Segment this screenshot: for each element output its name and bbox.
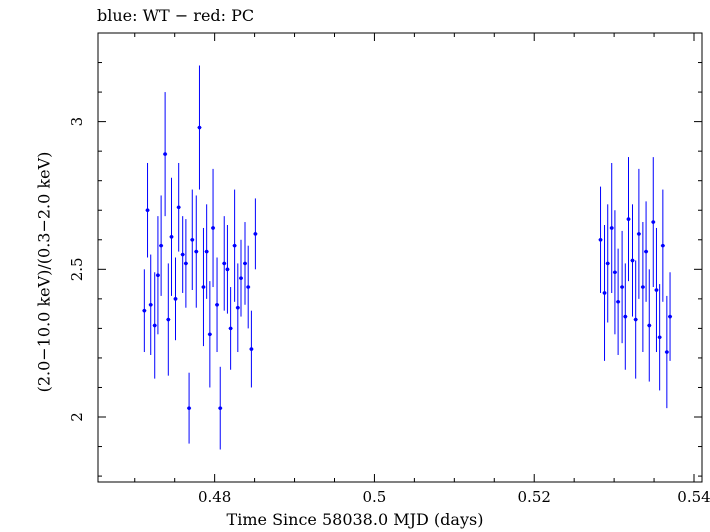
x-axis-label: Time Since 58038.0 MJD (days) — [226, 510, 484, 529]
data-layer — [142, 65, 673, 450]
data-point — [661, 243, 665, 248]
data-point — [159, 243, 163, 248]
data-point — [253, 232, 258, 236]
x-tick-label: 0.5 — [363, 488, 387, 506]
data-point — [657, 335, 662, 340]
data-point — [239, 276, 243, 280]
data-point — [651, 220, 656, 224]
data-point — [201, 285, 206, 289]
data-point — [668, 314, 672, 319]
data-point — [163, 152, 167, 156]
data-point — [249, 347, 254, 351]
data-point — [173, 297, 178, 301]
x-tick-label: 0.54 — [677, 488, 710, 506]
data-point — [644, 249, 648, 254]
data-point — [609, 226, 614, 230]
x-tick-label: 0.48 — [198, 488, 231, 506]
data-point — [630, 258, 635, 263]
data-point — [236, 305, 240, 310]
data-point — [204, 249, 209, 254]
data-point — [145, 208, 150, 213]
data-point — [218, 406, 223, 410]
data-point — [602, 291, 607, 295]
data-point — [148, 302, 153, 307]
data-point — [152, 323, 157, 328]
data-point — [605, 261, 610, 266]
data-point — [641, 285, 645, 289]
data-point — [176, 205, 181, 210]
y-tick-label: 2.5 — [68, 257, 86, 281]
data-point — [156, 273, 160, 278]
y-tick-label: 3 — [68, 117, 86, 127]
data-point — [665, 350, 669, 354]
data-point — [180, 252, 185, 257]
axis-ticks — [98, 33, 702, 482]
data-point — [211, 226, 215, 230]
data-point — [208, 332, 212, 337]
y-tick-label: 2 — [68, 412, 86, 422]
data-point — [633, 317, 638, 322]
data-point — [222, 261, 227, 266]
data-point — [169, 235, 174, 239]
data-point — [225, 267, 230, 272]
data-point — [598, 237, 603, 242]
data-point — [637, 232, 641, 236]
data-point — [616, 300, 620, 304]
chart-title: blue: WT − red: PC — [97, 6, 255, 25]
data-point — [620, 285, 624, 289]
data-point — [623, 314, 628, 319]
data-point — [184, 261, 188, 266]
data-point — [228, 326, 233, 331]
data-point — [232, 243, 237, 248]
data-point — [243, 261, 247, 266]
data-point — [647, 323, 652, 328]
plot-frame — [97, 32, 703, 483]
axis-tick-labels: 0.48 0.5 0.52 0.54 2 2.5 3 — [68, 117, 710, 506]
data-point — [166, 317, 171, 322]
data-point — [246, 285, 251, 289]
data-point — [190, 237, 195, 242]
x-tick-label: 0.52 — [518, 488, 551, 506]
data-point — [142, 308, 147, 313]
series-wt — [142, 65, 673, 450]
data-point — [215, 302, 219, 307]
data-point — [194, 249, 199, 254]
data-point — [187, 406, 191, 410]
data-point — [197, 125, 202, 130]
data-point — [654, 288, 659, 292]
data-point — [626, 217, 631, 221]
data-point — [613, 270, 617, 275]
